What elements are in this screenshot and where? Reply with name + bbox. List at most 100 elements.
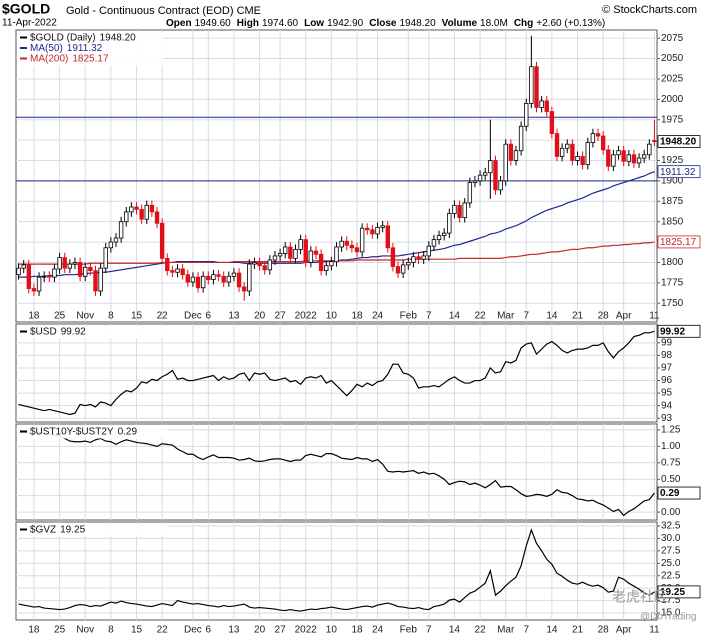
candle-body [647,143,652,156]
candle-body [616,150,621,156]
candle-body [308,250,314,263]
y-tick-label: 99 [661,337,673,348]
candle-body [231,272,237,277]
candle-body [590,133,596,143]
legend-entry: $GOLD (Daily) 1948.20 [30,32,136,43]
quote: Open 1949.60 High 1974.60 Low 1942.90 Close 194… [166,18,605,29]
candle-body [62,257,67,269]
y-tick-label: 32.5 [661,521,681,532]
x-tick-label: 11 [649,625,660,636]
x-tick-label: 22 [157,625,169,636]
candle-body [467,182,473,204]
x-tick-label: 7 [523,311,529,322]
x-tick-label: Feb [400,625,418,636]
y-tick-label: 0.00 [661,507,681,518]
x-tick-label: Dec [184,625,202,636]
candle-body [508,143,514,161]
candle-body [641,154,647,159]
candle-body [26,264,32,289]
candle-body [57,257,62,270]
candle-body [206,275,211,280]
candle-body [549,111,555,134]
candle-body [436,235,442,241]
x-tick-label: 24 [372,625,384,636]
candle-body [395,266,401,274]
candle-body [447,213,452,234]
candle-body [318,253,324,272]
candle-body [200,275,206,289]
candle-body [611,154,616,167]
y-tick-label: 98 [661,350,673,361]
x-tick-label: 7 [426,311,432,322]
candle-body [226,275,232,283]
candle-body [575,156,580,161]
x-tick-label: 6 [206,625,212,636]
x-tick-label: 15 [131,625,143,636]
y-tick-label: 1.25 [661,425,681,436]
y-tick-label: 94 [661,400,673,411]
candle-body [375,226,380,235]
y-tick-label: 1750 [661,298,684,309]
x-tick-label: 18 [28,311,40,322]
description: Gold - Continuous Contract (EOD) CME [66,5,261,17]
candle-body [385,225,390,249]
y-tick-label: 0.50 [661,474,681,485]
candle-body [636,157,642,164]
y-tick-label: 2025 [661,74,684,85]
x-tick-label: 2022 [295,625,318,636]
y-tick-label: 96 [661,375,673,386]
x-tick-label: 2022 [295,311,318,322]
last-value-box [657,235,701,249]
quote-label: High [237,18,259,29]
candle-body [303,239,308,263]
x-tick-label: 22 [475,311,487,322]
candle-body [462,202,467,218]
legend-box [18,524,168,537]
candle-body [518,125,524,152]
watermark: @DoTrading [640,612,696,623]
last-value-label: 0.29 [660,488,680,499]
candle-body [416,256,421,260]
x-tick-label: 21 [572,311,584,322]
x-tick-label: 8 [108,625,114,636]
candle-body [190,276,196,283]
candle-body [72,262,78,265]
y-tick-label: 1775 [661,277,684,288]
candle-body [247,263,252,292]
series-line [18,528,655,612]
candle-body [257,262,262,267]
quote-label: Chg [514,18,533,29]
candle-body [262,265,267,271]
x-tick-label: 14 [449,625,461,636]
candle-body [108,241,114,249]
x-tick-label: 13 [228,625,240,636]
candle-body [129,206,134,213]
x-tick-label: 6 [206,311,212,322]
x-tick-label: 20 [254,311,266,322]
candle-body [441,232,447,236]
x-tick-label: 27 [275,311,287,322]
candle-body [21,264,26,269]
x-tick-label: 10 [326,625,338,636]
y-tick-label: 97 [661,363,673,374]
candle-body [626,154,631,162]
x-tick-label: 18 [351,311,363,322]
x-tick-label: 13 [228,311,240,322]
y-tick-label: 22.5 [661,570,681,581]
x-tick-label: Dec [184,311,202,322]
candle-body [180,268,185,276]
candle-body [652,140,657,142]
candle-body [339,240,344,248]
candle-body [113,237,119,243]
candle-body [344,240,349,246]
last-value-label: 1948.20 [660,137,697,148]
candle-body [175,268,180,273]
candle-body [524,103,529,127]
candle-body [216,274,221,277]
candle-body [77,262,83,277]
x-tick-label: 22 [157,311,169,322]
legend-name: $UST10Y-$UST2Y [30,426,114,437]
candle-body [195,276,201,289]
x-tick-label: 24 [372,311,384,322]
